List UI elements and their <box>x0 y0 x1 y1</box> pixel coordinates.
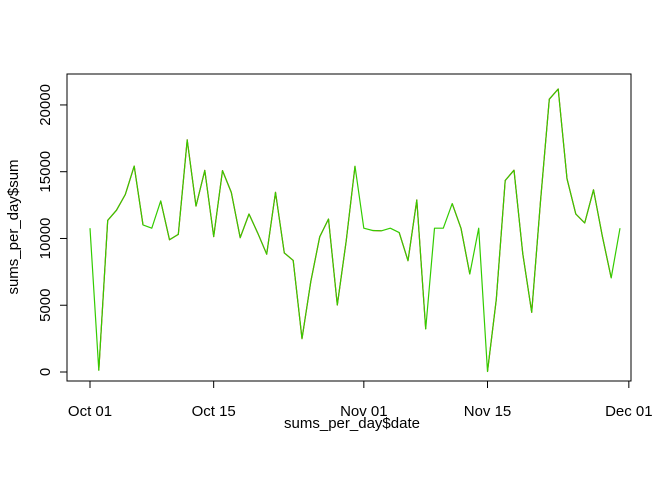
series-1-line <box>160 139 356 340</box>
x-tick-label: Oct 01 <box>68 403 112 420</box>
x-axis-title: sums_per_day$date <box>284 415 420 432</box>
series-layer <box>89 88 621 373</box>
series-2-line <box>89 88 621 373</box>
x-ticks: Oct 01 Oct 15 Nov 01 Nov 15 Dec 01 <box>68 381 653 420</box>
y-tick-label: 0 <box>37 368 54 376</box>
y-tick-label: 10000 <box>37 218 54 260</box>
y-tick-label: 20000 <box>37 84 54 126</box>
x-tick-label: Oct 15 <box>192 403 236 420</box>
y-ticks: 0 5000 10000 15000 20000 <box>37 84 67 376</box>
series-1-line <box>486 88 612 372</box>
y-axis-title: sums_per_day$sum <box>5 159 22 294</box>
x-tick-label: Dec 01 <box>605 403 653 420</box>
x-tick-label: Nov 01 <box>340 403 388 420</box>
x-tick-label: Nov 15 <box>464 403 512 420</box>
y-tick-label: 5000 <box>37 289 54 322</box>
y-tick-label: 15000 <box>37 151 54 193</box>
